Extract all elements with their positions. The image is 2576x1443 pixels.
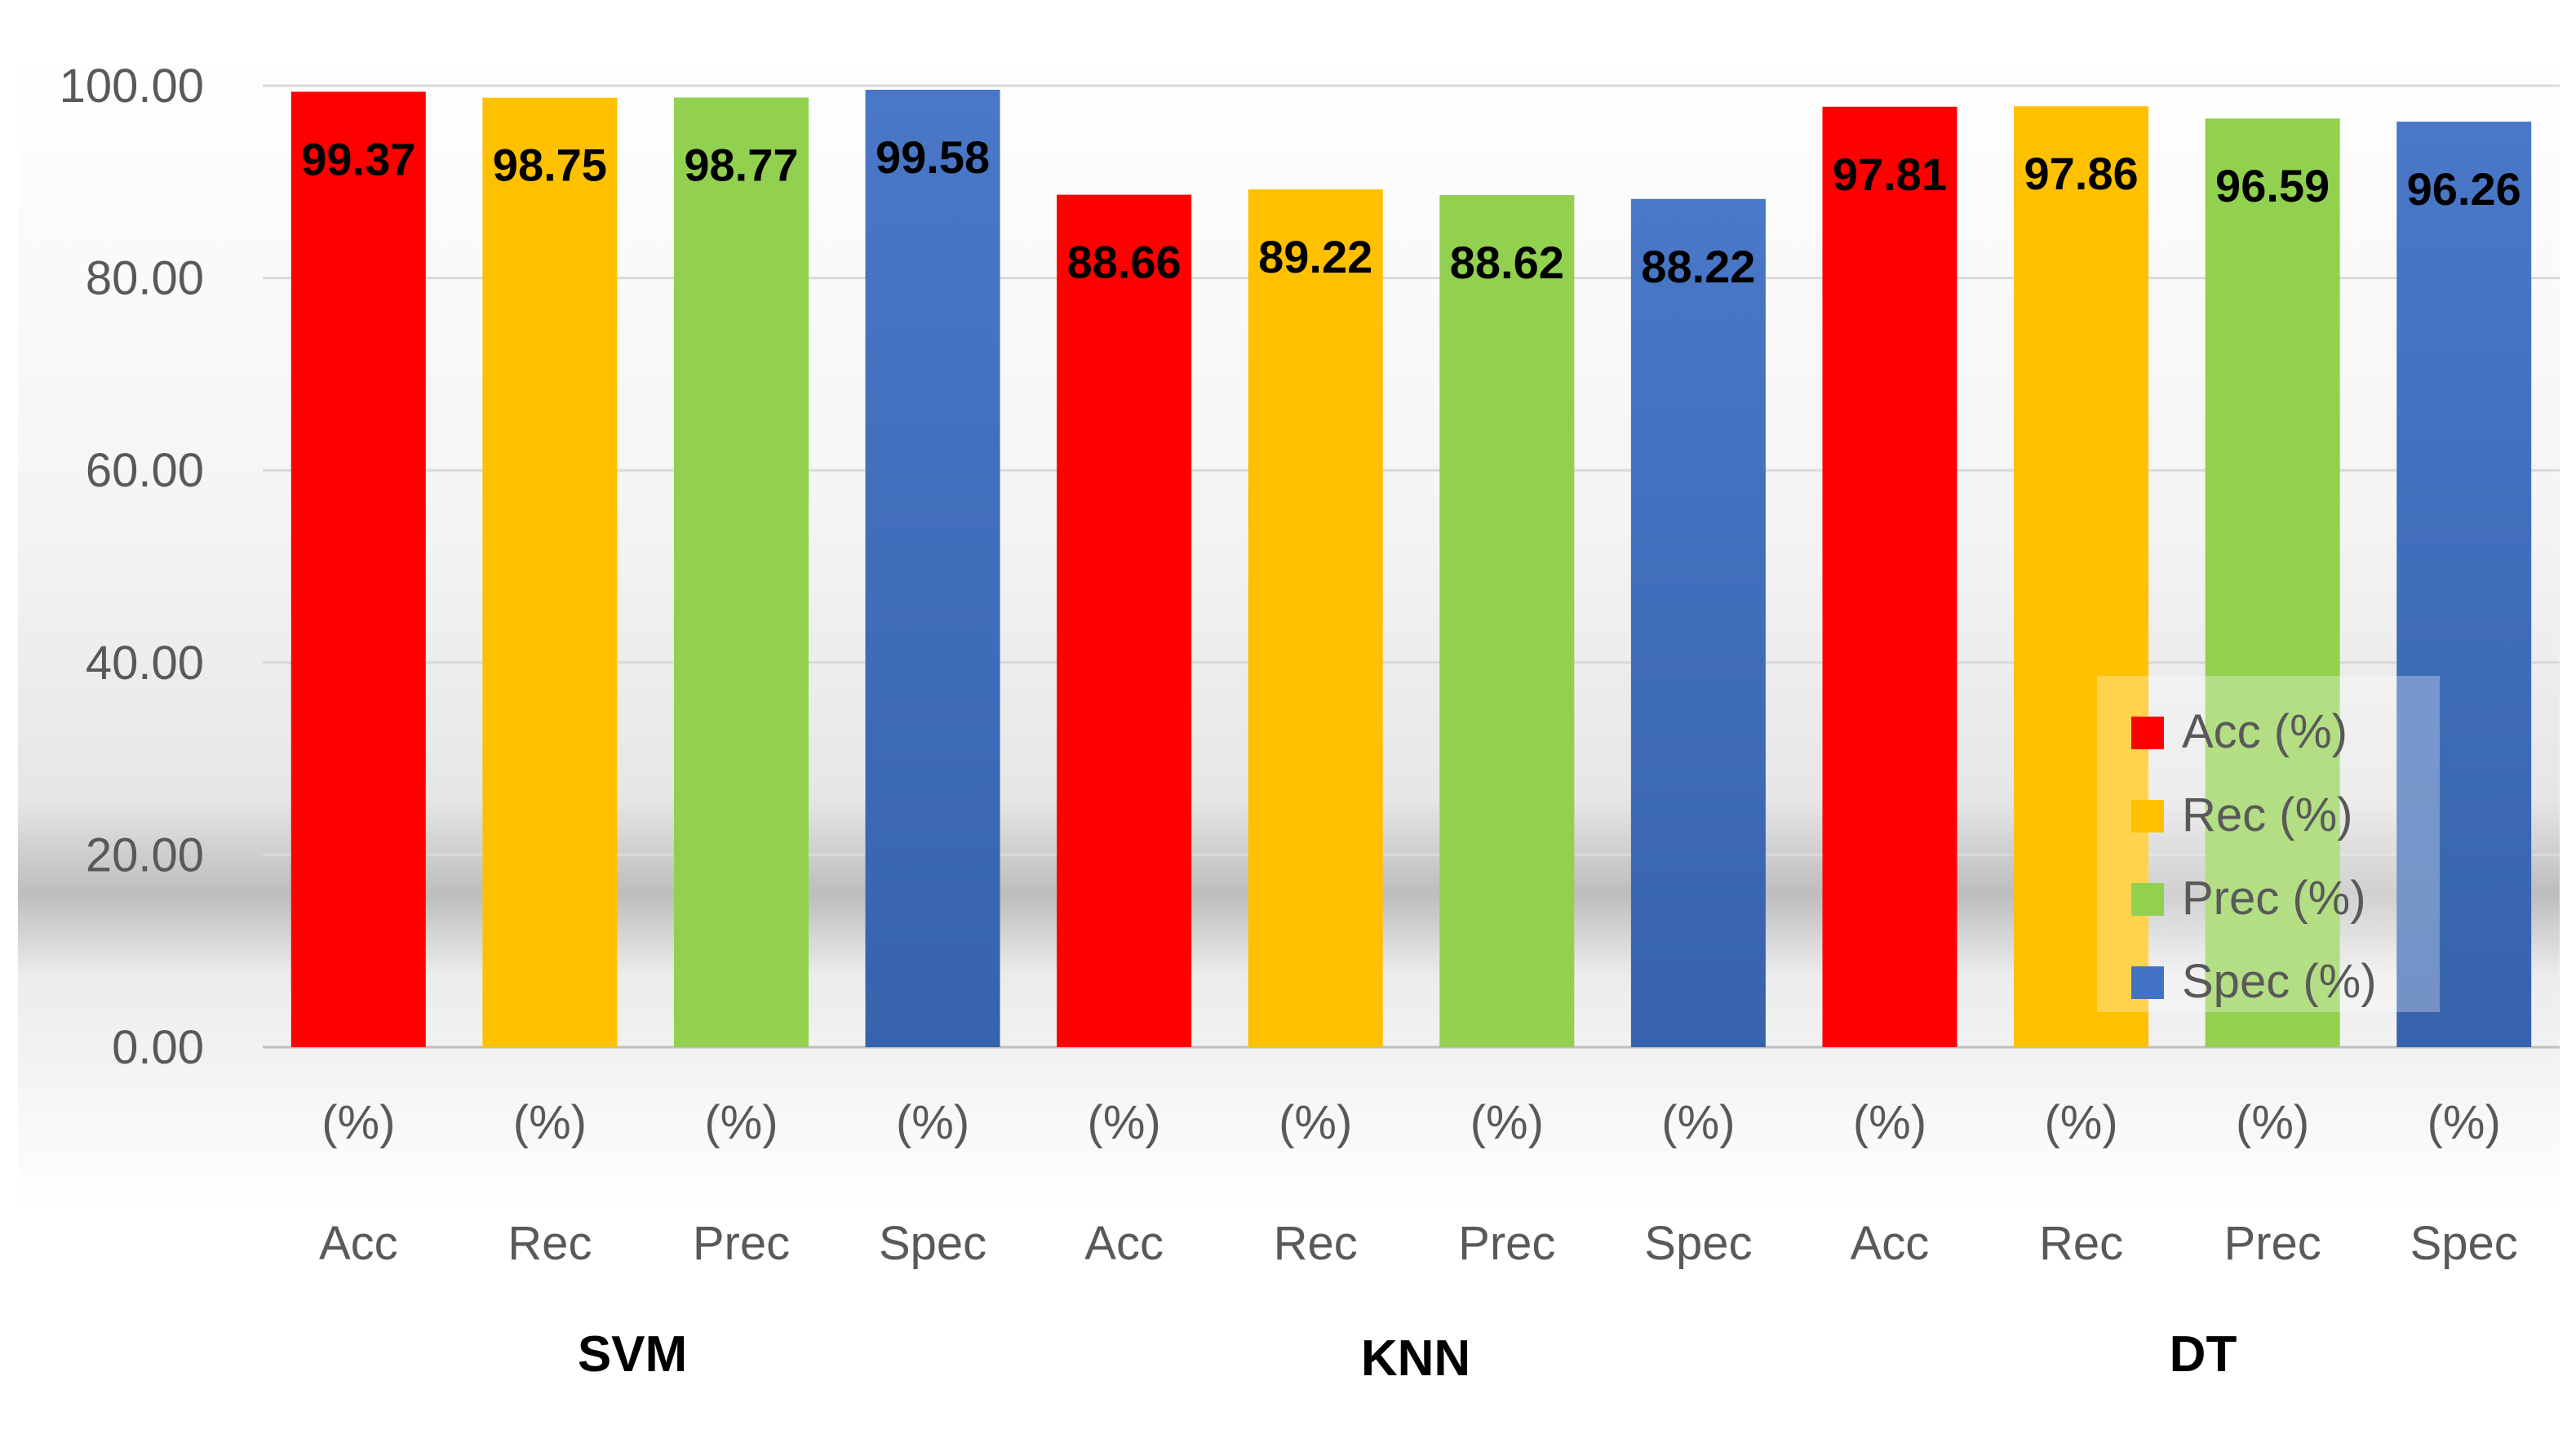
legend-swatch-spec bbox=[2131, 966, 2164, 999]
data-label: 96.59 bbox=[2215, 160, 2330, 211]
x-tick-unit-label: (%) bbox=[2236, 1096, 2309, 1149]
x-tick-label: Prec bbox=[693, 1217, 790, 1270]
x-tick-unit-label: (%) bbox=[513, 1096, 587, 1149]
axis-labels: 0.00 20.00 40.00 60.00 80.00 100.00 (%) Acc (%) R… bbox=[60, 60, 2518, 1387]
data-label: 88.22 bbox=[1641, 241, 1755, 292]
data-labels: 99.37 98.75 98.77 99.58 88.66 89.22 88.62 88.22… bbox=[301, 131, 2521, 292]
x-tick-label: Spec bbox=[2410, 1217, 2518, 1270]
x-tick-unit-label: (%) bbox=[1853, 1096, 1926, 1149]
x-tick-unit-label: (%) bbox=[1470, 1096, 1544, 1149]
data-label: 88.62 bbox=[1450, 237, 1564, 288]
data-label: 97.86 bbox=[2024, 148, 2138, 199]
bar-svm-spec bbox=[865, 89, 1000, 1047]
x-tick-label: Acc bbox=[1084, 1217, 1164, 1270]
group-label-knn: KNN bbox=[1361, 1330, 1470, 1387]
legend: Acc (%) Rec (%) Prec (%) Spec (%) bbox=[2097, 676, 2440, 1012]
data-label: 88.66 bbox=[1067, 237, 1182, 288]
x-tick-label: Rec bbox=[508, 1217, 592, 1270]
data-label: 98.75 bbox=[493, 140, 607, 191]
legend-swatch-prec bbox=[2131, 883, 2164, 916]
x-tick-label: Acc bbox=[319, 1217, 398, 1270]
bar-knn-spec bbox=[1630, 198, 1766, 1047]
bar-svm-rec bbox=[482, 97, 618, 1048]
group-label-dt: DT bbox=[2170, 1326, 2237, 1383]
legend-label-spec: Spec (%) bbox=[2182, 955, 2377, 1008]
y-tick-label: 60.00 bbox=[86, 444, 204, 497]
legend-label-rec: Rec (%) bbox=[2182, 788, 2352, 841]
x-tick-label: Spec bbox=[879, 1217, 987, 1270]
y-tick-label: 0.00 bbox=[112, 1021, 204, 1074]
x-tick-unit-label: (%) bbox=[321, 1096, 395, 1149]
bar-knn-acc bbox=[1057, 194, 1192, 1047]
x-tick-unit-label: (%) bbox=[704, 1096, 778, 1149]
data-label: 89.22 bbox=[1258, 231, 1372, 282]
bar-dt-spec bbox=[2396, 122, 2532, 1047]
x-tick-label: Rec bbox=[1274, 1217, 1358, 1270]
legend-swatch-rec bbox=[2131, 800, 2164, 832]
x-tick-label: Prec bbox=[1458, 1217, 1555, 1270]
y-tick-label: 40.00 bbox=[86, 637, 204, 690]
bars bbox=[290, 89, 2532, 1048]
y-tick-label: 100.00 bbox=[60, 60, 204, 113]
x-tick-unit-label: (%) bbox=[1279, 1096, 1352, 1149]
gridlines bbox=[263, 84, 2560, 1049]
x-tick-label: Spec bbox=[1644, 1217, 1752, 1270]
bar-dt-rec bbox=[2014, 106, 2149, 1047]
group-label-svm: SVM bbox=[578, 1326, 687, 1383]
x-tick-unit-label: (%) bbox=[2427, 1096, 2501, 1149]
data-label: 98.77 bbox=[684, 139, 798, 190]
x-tick-unit-label: (%) bbox=[1088, 1096, 1161, 1149]
x-tick-unit-label: (%) bbox=[2044, 1096, 2117, 1149]
bar-knn-rec bbox=[1248, 189, 1383, 1047]
y-tick-label: 20.00 bbox=[86, 828, 204, 881]
data-label: 96.26 bbox=[2407, 163, 2521, 215]
bar-knn-prec bbox=[1439, 195, 1575, 1047]
legend-label-prec: Prec (%) bbox=[2182, 872, 2366, 925]
y-tick-label: 80.00 bbox=[86, 252, 204, 305]
data-label: 97.81 bbox=[1833, 149, 1947, 200]
bar-dt-prec bbox=[2205, 118, 2340, 1047]
bar-dt-acc bbox=[1822, 106, 1957, 1047]
bar-svm-acc bbox=[290, 91, 426, 1048]
x-tick-unit-label: (%) bbox=[1661, 1096, 1735, 1149]
x-tick-label: Rec bbox=[2039, 1217, 2123, 1270]
legend-swatch-acc bbox=[2131, 717, 2164, 749]
x-tick-unit-label: (%) bbox=[896, 1096, 969, 1149]
data-label: 99.37 bbox=[301, 133, 415, 184]
x-tick-label: Prec bbox=[2224, 1217, 2321, 1270]
data-label: 99.58 bbox=[876, 131, 990, 183]
x-tick-label: Acc bbox=[1851, 1217, 1930, 1270]
bar-svm-prec bbox=[673, 97, 809, 1048]
legend-label-acc: Acc (%) bbox=[2182, 705, 2348, 758]
